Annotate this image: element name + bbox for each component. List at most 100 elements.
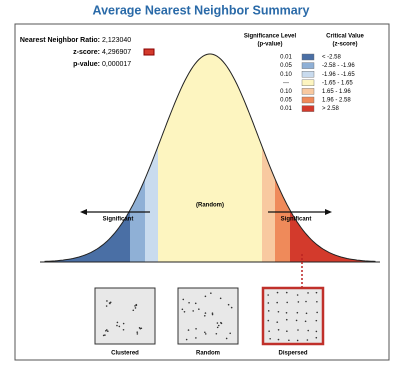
legend-swatch — [302, 97, 314, 103]
dot — [267, 294, 269, 296]
sig-left: Significant — [103, 217, 134, 223]
dot — [268, 302, 270, 304]
legend-swatch — [302, 54, 314, 60]
legend-z: -2.58 - -1.96 — [322, 63, 355, 69]
dot — [297, 340, 299, 342]
dot — [184, 311, 186, 313]
dot — [107, 330, 109, 332]
dot — [123, 323, 125, 325]
dot — [106, 300, 108, 302]
dot — [119, 326, 121, 328]
dot — [106, 329, 108, 331]
dot — [278, 329, 280, 331]
dot — [136, 304, 138, 306]
legend-z: -1.65 - 1.65 — [322, 80, 353, 86]
dot — [217, 327, 219, 329]
dot — [286, 292, 288, 294]
legend-z: 1.65 - 1.96 — [322, 89, 351, 95]
dot — [210, 292, 212, 294]
stat-label: z-score: — [73, 49, 100, 56]
legend-swatch — [302, 88, 314, 94]
dot — [198, 308, 200, 310]
stat-value: 4,296907 — [102, 49, 131, 56]
legend-p: 0.10 — [280, 72, 292, 78]
dot — [188, 302, 190, 304]
dot — [228, 304, 230, 306]
dot — [316, 320, 318, 322]
dot — [277, 292, 279, 294]
legend-z: > 2.58 — [322, 106, 340, 112]
dot — [297, 312, 299, 314]
dot — [134, 305, 136, 307]
dot — [132, 309, 134, 311]
pattern-label: Dispersed — [278, 351, 307, 357]
dot — [306, 312, 308, 314]
dot — [106, 305, 108, 307]
dot — [276, 302, 278, 304]
legend-z: < -2.58 — [322, 55, 342, 61]
title: Average Nearest Neighbor Summary — [93, 3, 310, 17]
dot — [316, 292, 318, 294]
dot — [286, 312, 288, 314]
legend-p: 0.10 — [280, 89, 292, 95]
legend-swatch — [302, 106, 314, 112]
dot — [286, 330, 288, 332]
dot — [205, 333, 207, 335]
dot — [136, 331, 138, 333]
legend-header: (z-score) — [332, 42, 357, 48]
pattern-label: Clustered — [111, 351, 139, 357]
dot — [286, 319, 288, 321]
dot — [288, 339, 290, 341]
dot — [195, 328, 197, 330]
legend-z: -1.96 - -1.65 — [322, 72, 355, 78]
dot — [307, 330, 309, 332]
dot — [316, 301, 318, 303]
legend-p: 0.05 — [280, 98, 292, 104]
dot — [220, 322, 222, 324]
legend-header: Critical Value — [326, 34, 364, 40]
dot — [218, 325, 220, 327]
legend-swatch — [302, 80, 314, 86]
legend-p: 0.05 — [280, 63, 292, 69]
dot — [231, 307, 233, 309]
dot — [117, 322, 119, 324]
dot — [307, 339, 309, 341]
dot — [229, 332, 231, 334]
dot — [269, 338, 271, 340]
dot — [297, 329, 299, 331]
stat-label: Nearest Neighbor Ratio: — [20, 37, 100, 44]
dot — [104, 334, 106, 336]
dot — [140, 328, 142, 330]
report: Average Nearest Neighbor Summary (Random… — [0, 0, 403, 363]
dot — [305, 301, 307, 303]
dot — [204, 315, 206, 317]
dot — [220, 298, 222, 300]
pattern-box — [263, 288, 323, 344]
dot — [116, 325, 118, 327]
dot — [268, 310, 270, 312]
pattern-label: Random — [196, 351, 220, 357]
dot — [316, 312, 318, 314]
dot — [205, 296, 207, 298]
dot — [276, 321, 278, 323]
pattern-box — [178, 288, 238, 344]
dot — [135, 307, 137, 309]
center-label: (Random) — [196, 203, 224, 209]
dot — [278, 311, 280, 313]
dot — [278, 339, 280, 341]
dot — [217, 322, 219, 324]
dot — [298, 301, 300, 303]
dot — [182, 299, 184, 301]
dot — [195, 337, 197, 339]
legend-p: 0.01 — [280, 55, 292, 61]
legend-z: 1.96 - 2.58 — [322, 98, 351, 104]
z-marker — [144, 49, 154, 55]
dot — [268, 320, 270, 322]
legend-swatch — [302, 63, 314, 69]
dot — [137, 333, 139, 335]
dot — [123, 329, 125, 331]
legend-header: Significance Level — [244, 34, 297, 40]
dot — [226, 338, 228, 340]
dot — [296, 320, 298, 322]
dot — [195, 303, 197, 305]
